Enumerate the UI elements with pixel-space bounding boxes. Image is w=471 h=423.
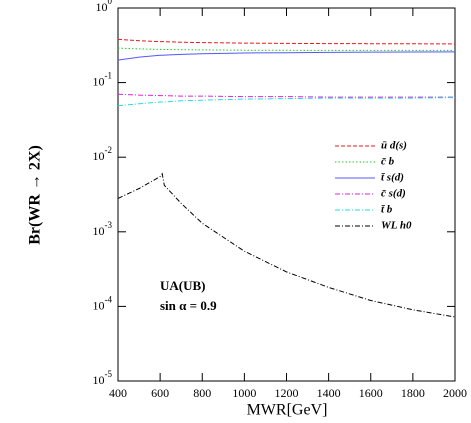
legend-label: t̄ s(d): [381, 172, 404, 184]
legend-label: c̄ s(d): [381, 188, 406, 200]
series-line: [117, 172, 456, 318]
legend-label: t̄ b: [381, 204, 393, 216]
x-tick-label: 400: [109, 386, 127, 400]
x-tick-label: 1400: [317, 386, 341, 400]
series-line: [117, 51, 456, 61]
y-tick-label: 10-4: [93, 294, 113, 312]
y-tick-label: 10-5: [93, 369, 113, 387]
legend-label: WL h0: [381, 220, 412, 232]
x-tick-label: 1200: [275, 386, 299, 400]
y-axis-label: Br(WR → 2X): [27, 145, 44, 245]
series-line: [117, 93, 455, 98]
series-line: [117, 38, 456, 45]
annotation: sin α = 0.9: [160, 298, 217, 313]
series-line: [117, 97, 456, 107]
x-tick-label: 1000: [232, 386, 256, 400]
x-tick-label: 600: [151, 386, 169, 400]
x-tick-label: 2000: [443, 386, 467, 400]
y-tick-label: 10-3: [93, 220, 113, 238]
x-tick-label: 800: [193, 386, 211, 400]
x-tick-label: 1800: [401, 386, 425, 400]
y-tick-label: 100: [96, 0, 113, 14]
y-tick-label: 10-1: [93, 71, 113, 89]
series-line: [117, 47, 455, 51]
x-axis-label: MWR[GeV]: [247, 402, 328, 419]
y-tick-label: 10-2: [93, 145, 113, 163]
legend-label: c̄ b: [381, 156, 395, 168]
legend-label: ū d(s): [381, 140, 407, 152]
annotation: UA(UB): [160, 278, 206, 293]
x-tick-label: 1600: [359, 386, 383, 400]
